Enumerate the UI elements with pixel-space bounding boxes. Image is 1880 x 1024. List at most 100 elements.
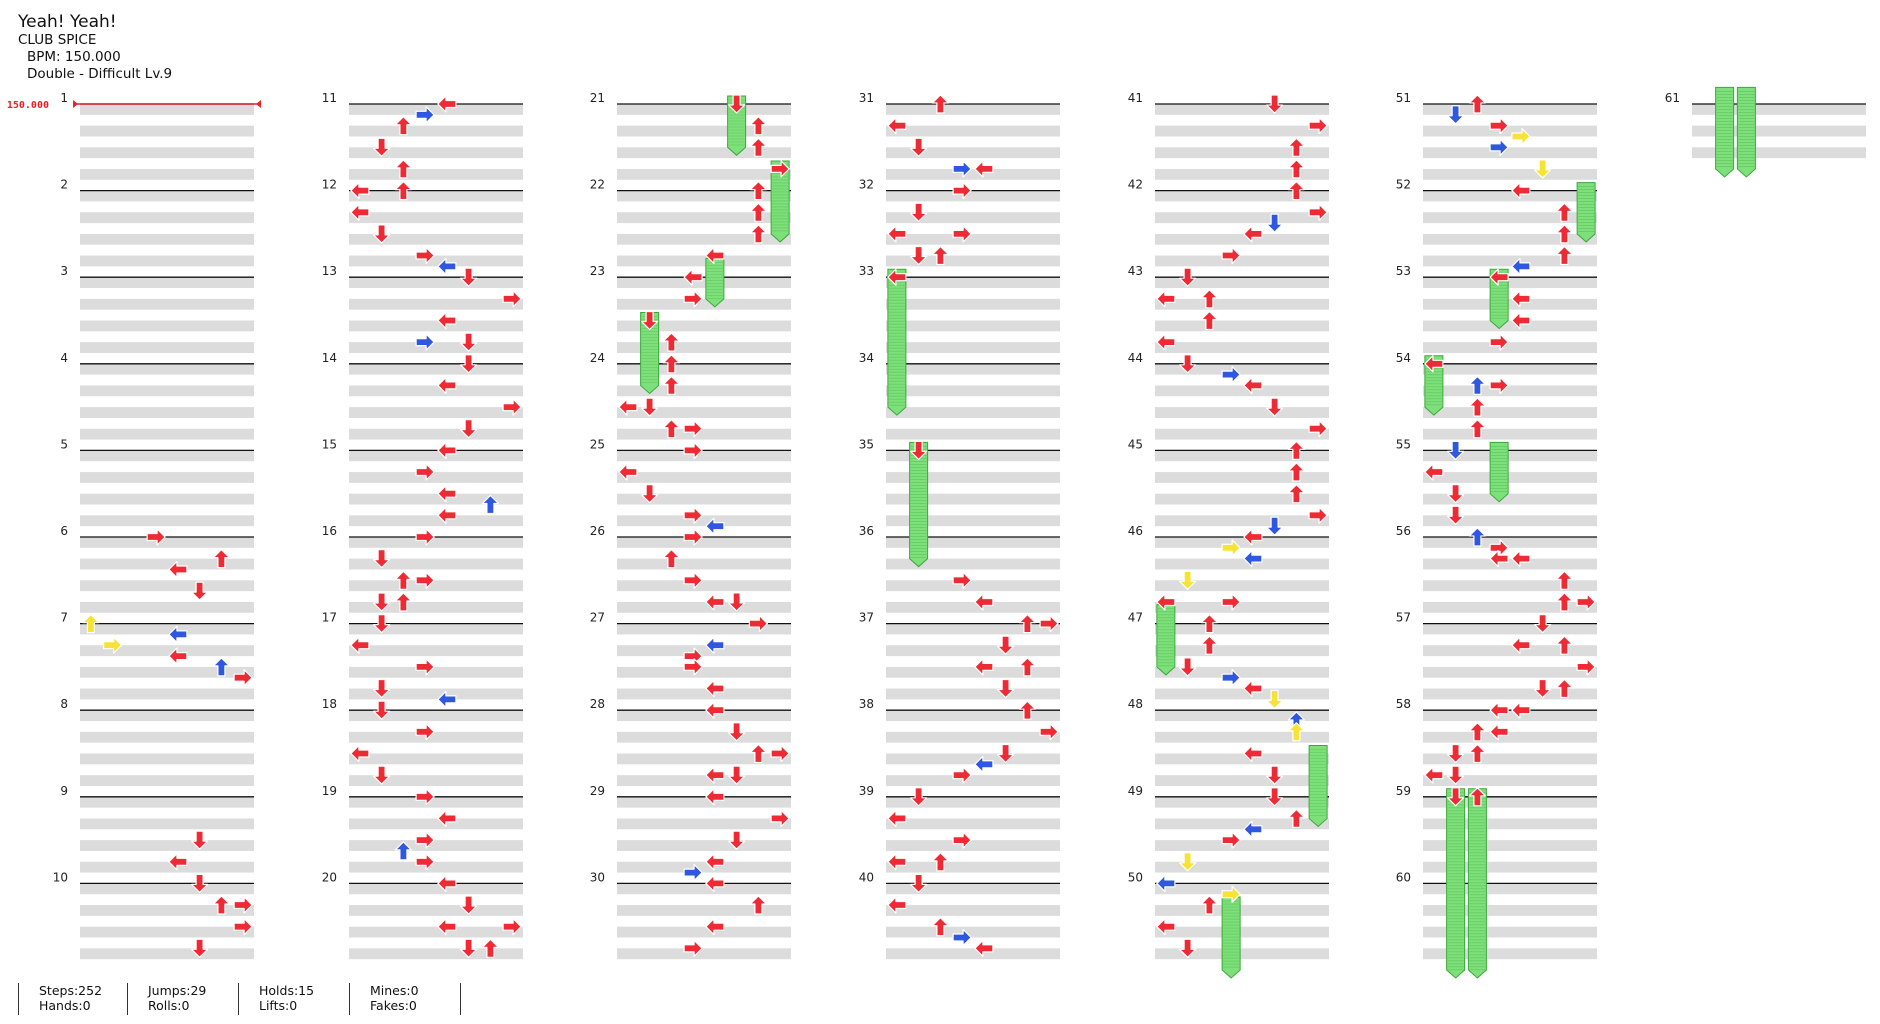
measure-number: 34 xyxy=(859,351,874,365)
stat-hands: Hands:0 xyxy=(39,998,91,1013)
arrow-up-icon xyxy=(1287,808,1306,829)
stat-mines: Mines:0 xyxy=(370,983,419,998)
arrow-left-icon xyxy=(705,918,725,936)
arrow-right-icon xyxy=(1221,539,1241,557)
arrow-up-icon xyxy=(394,592,412,612)
measure-number: 49 xyxy=(1128,784,1143,798)
stat-lifts: Lifts:0 xyxy=(259,998,298,1013)
lane-band xyxy=(349,515,523,527)
lane-band xyxy=(349,580,523,592)
hold-note xyxy=(1489,441,1509,503)
measure-number: 17 xyxy=(322,611,337,625)
arrow-left-icon xyxy=(705,593,725,611)
difficulty-label: Double - Difficult Lv.9 xyxy=(27,66,173,82)
arrow-down-icon xyxy=(460,419,478,439)
arrow-left-icon xyxy=(350,636,370,654)
hold-note xyxy=(1424,355,1444,416)
lane-band xyxy=(617,472,791,483)
lane-band xyxy=(617,753,791,765)
lane-band xyxy=(349,493,523,505)
lane-band xyxy=(349,472,523,483)
arrow-down-icon xyxy=(373,592,391,612)
arrow-up-icon xyxy=(1555,678,1574,699)
lane-band xyxy=(1423,688,1597,700)
lane-band xyxy=(617,407,791,418)
arrow-up-icon xyxy=(394,159,412,179)
lane-band xyxy=(886,840,1060,851)
lane-band xyxy=(349,104,523,115)
arrow-right-icon xyxy=(683,528,703,546)
arrow-left-icon xyxy=(887,896,907,914)
measure-number: 60 xyxy=(1396,870,1411,884)
lane-band xyxy=(617,601,791,613)
arrow-right-icon xyxy=(415,853,435,871)
arrow-down-icon xyxy=(373,678,391,699)
lane-band xyxy=(80,645,254,657)
lane-band xyxy=(1155,645,1329,657)
measure-number: 52 xyxy=(1396,178,1411,192)
lane-band xyxy=(1155,385,1329,397)
arrow-right-icon xyxy=(1489,138,1509,156)
arrow-up-icon xyxy=(481,494,499,515)
arrow-up-icon xyxy=(212,657,230,677)
lane-band xyxy=(617,125,791,137)
arrow-right-icon xyxy=(1221,831,1241,849)
lane-band xyxy=(80,840,254,851)
lane-band xyxy=(1423,125,1597,137)
lane-band xyxy=(1423,905,1597,916)
lane-band xyxy=(349,601,523,613)
arrow-down-icon xyxy=(373,548,391,569)
lane-band xyxy=(349,818,523,830)
arrow-left-icon xyxy=(1424,766,1444,784)
lane-band xyxy=(886,472,1060,483)
arrow-up-icon xyxy=(1287,484,1306,504)
arrow-left-icon xyxy=(168,853,188,871)
measure-number: 29 xyxy=(590,784,605,798)
bpm-label: BPM: 150.000 xyxy=(27,49,121,65)
arrow-up-icon xyxy=(1555,202,1574,222)
arrow-right-icon xyxy=(1308,117,1328,135)
lane-band xyxy=(80,168,254,180)
lane-band xyxy=(349,905,523,916)
lane-band xyxy=(617,537,791,548)
measure-number: 32 xyxy=(859,178,874,192)
lane-band xyxy=(1155,666,1329,678)
arrow-down-icon xyxy=(1178,938,1197,958)
measure-number: 18 xyxy=(322,697,337,711)
lane-band xyxy=(617,861,791,873)
stat-jumps: Jumps:29 xyxy=(148,983,207,998)
lane-band xyxy=(1423,428,1597,440)
lane-band xyxy=(1155,623,1329,635)
lane-band xyxy=(1423,623,1597,635)
arrow-up-icon xyxy=(662,419,681,439)
lane-band xyxy=(80,104,254,115)
lane-band xyxy=(886,493,1060,505)
lane-band xyxy=(80,688,254,700)
lane-band xyxy=(617,666,791,678)
arrow-down-icon xyxy=(191,581,209,601)
lane-band xyxy=(1423,385,1597,397)
arrow-left-icon xyxy=(974,658,994,676)
arrow-left-icon xyxy=(1511,701,1531,719)
lane-band xyxy=(1423,666,1597,678)
measure-number: 26 xyxy=(590,524,605,538)
lane-band xyxy=(617,320,791,332)
arrow-left-icon xyxy=(350,744,370,763)
arrow-right-icon xyxy=(415,831,435,849)
lane-band xyxy=(886,190,1060,202)
arrow-up-icon xyxy=(1287,722,1306,742)
lane-band xyxy=(886,104,1060,115)
measure-number: 45 xyxy=(1128,437,1143,451)
arrow-up-icon xyxy=(212,895,230,915)
lane-band xyxy=(886,796,1060,808)
arrow-up-icon xyxy=(1555,570,1574,590)
arrow-left-icon xyxy=(168,625,188,644)
lane-band xyxy=(1423,645,1597,657)
measure-number: 12 xyxy=(322,178,337,192)
arrow-left-icon xyxy=(705,788,725,806)
arrow-down-icon xyxy=(460,895,478,915)
bpm-marker: 150.000 xyxy=(7,100,49,111)
lane-band xyxy=(80,883,254,895)
lane-band xyxy=(886,580,1060,592)
arrow-right-icon xyxy=(1511,127,1531,146)
